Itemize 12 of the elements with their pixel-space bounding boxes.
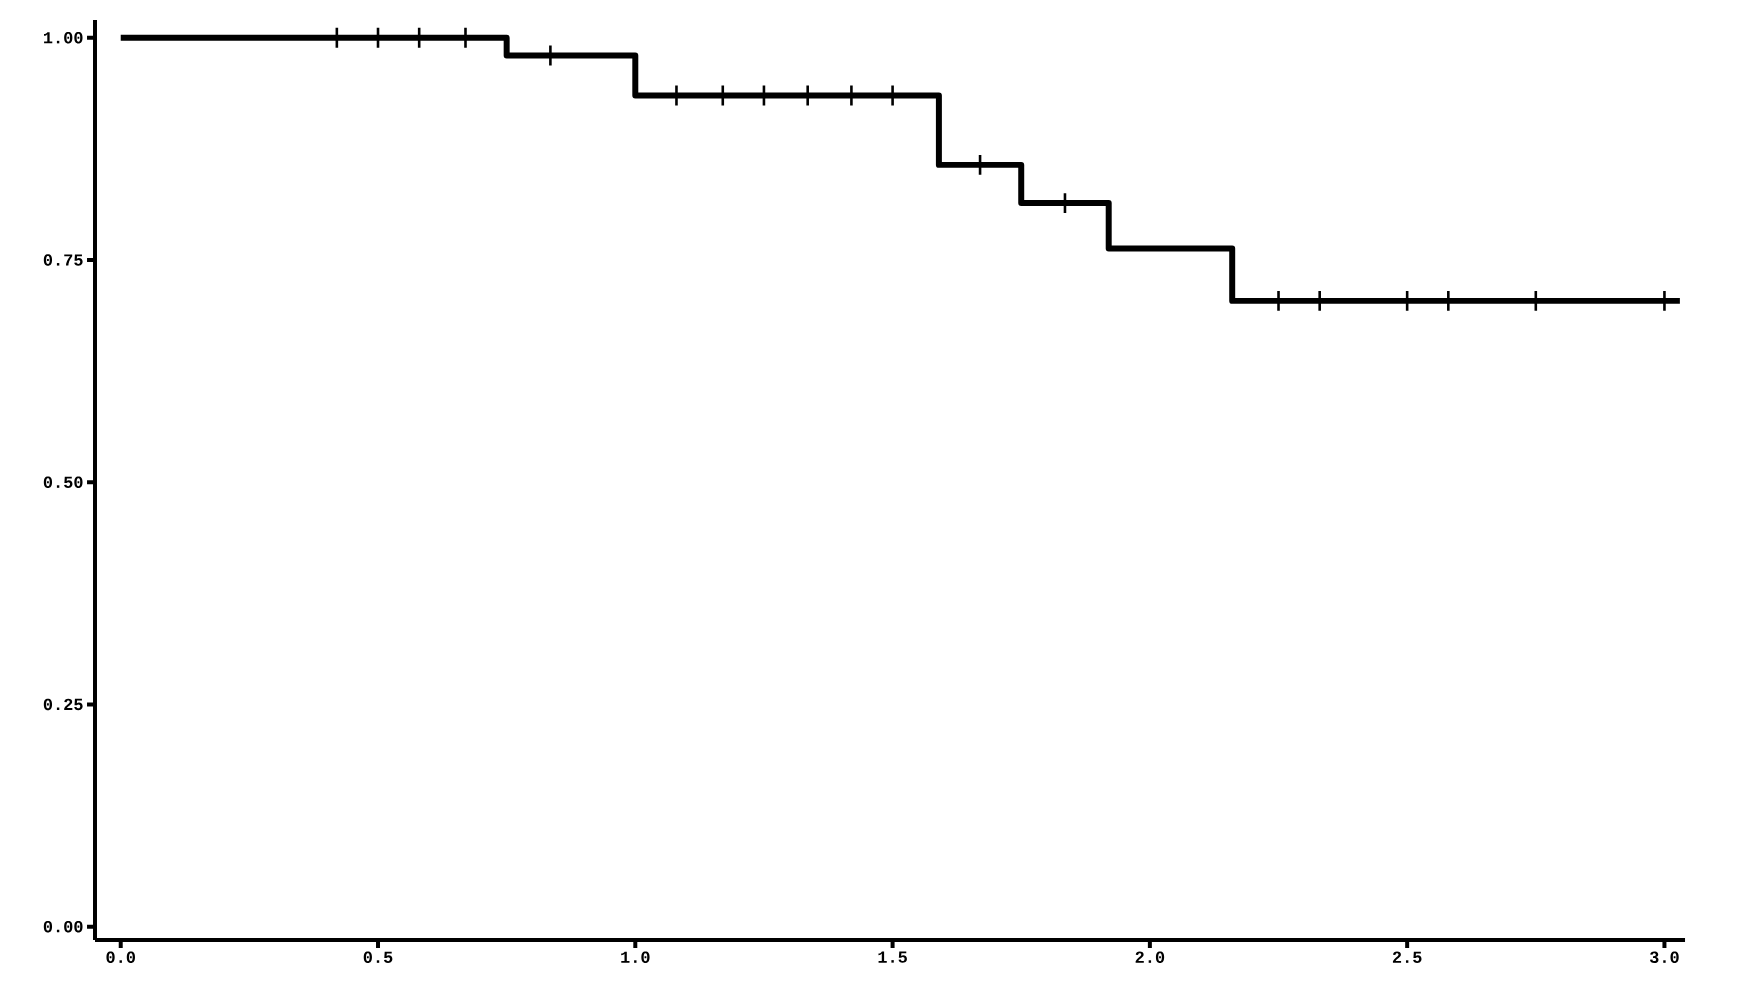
y-tick-label: 0.75 (43, 254, 83, 266)
x-tick-label: 0.0 (106, 951, 135, 963)
x-tick-label: 0.5 (363, 951, 393, 963)
x-tick-label: 1.0 (621, 951, 650, 963)
x-tick-label: 1.5 (878, 951, 907, 963)
y-tick-label: 0.25 (43, 698, 83, 711)
y-tick-label: 0.50 (43, 476, 83, 488)
y-tick-label: 1.00 (43, 32, 83, 44)
x-tick-label: 2.0 (1135, 951, 1165, 963)
x-tick-label: 3.0 (1649, 951, 1679, 963)
x-tick-label: 2.5 (1392, 951, 1422, 963)
y-tick-label: 0.00 (43, 920, 83, 933)
